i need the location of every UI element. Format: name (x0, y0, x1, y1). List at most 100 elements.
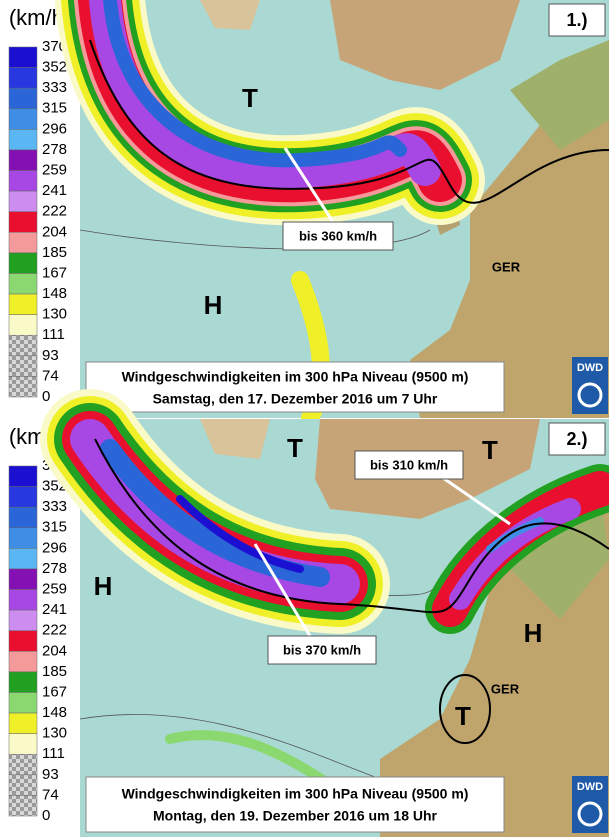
panel-label: 1.) (566, 10, 587, 30)
legend-label: 241 (42, 601, 67, 618)
low-pressure: T (482, 435, 498, 465)
legend-label: 296 (42, 539, 67, 556)
legend-swatch (8, 651, 38, 673)
legend-label: 204 (42, 223, 67, 240)
legend-swatch (8, 273, 38, 295)
logo-text: DWD (577, 781, 603, 793)
legend-swatch (8, 108, 38, 130)
legend-label: 0 (42, 388, 50, 405)
legend-label: 204 (42, 642, 67, 659)
low-pressure: T (242, 83, 258, 113)
caption: Windgeschwindigkeiten im 300 hPa Niveau … (122, 369, 469, 385)
legend-swatch (8, 568, 38, 590)
legend-swatch (8, 548, 38, 570)
legend-label: 278 (42, 141, 67, 158)
legend-label: 185 (42, 663, 67, 680)
legend-swatch (8, 733, 38, 755)
caption-box (85, 776, 505, 833)
high-pressure: H (524, 618, 543, 648)
legend-label: 241 (42, 182, 67, 199)
legend-label: 111 (42, 326, 65, 343)
logo-text: DWD (577, 362, 603, 374)
isobar (79, 229, 431, 250)
caption-box (85, 361, 505, 413)
legend-swatch (8, 87, 38, 110)
legend-swatch (8, 355, 38, 377)
legend-label: 259 (42, 161, 67, 178)
arrow (283, 147, 337, 226)
legend-label: 352 (42, 59, 67, 76)
legend-swatch (8, 527, 38, 549)
panel-label-box (548, 3, 606, 37)
logo-icon (577, 382, 603, 408)
land (200, 419, 270, 459)
isobar (79, 714, 381, 780)
legend-label: 0 (42, 807, 50, 824)
legend-swatch (8, 506, 38, 529)
legend-label: 296 (42, 120, 67, 137)
jet-band (176, 495, 304, 573)
legend-label: 167 (42, 264, 67, 281)
legend-swatch (8, 252, 38, 274)
legend-label: 315 (42, 100, 67, 117)
annotation-box (282, 221, 394, 251)
legend-swatch (8, 334, 38, 357)
caption: Windgeschwindigkeiten im 300 hPa Niveau … (122, 786, 469, 802)
panel: (km/h)3703523333152962782592412222041851… (0, 0, 609, 427)
legend-swatch (8, 190, 38, 212)
legend-label: 148 (42, 285, 67, 302)
legend-swatch (8, 232, 38, 254)
scandinavia (510, 40, 609, 150)
legend-label: 315 (42, 519, 67, 536)
jet-band (449, 498, 581, 610)
legend-swatch (8, 795, 38, 817)
legend-swatch (8, 211, 38, 233)
annotation-box (267, 635, 377, 665)
panel: (km/h)3703523333152962782592412222041851… (0, 389, 609, 837)
legend-label: 222 (42, 203, 67, 220)
legend-swatch (8, 486, 38, 508)
legend-swatch (8, 129, 38, 151)
legend-swatch (8, 630, 38, 652)
land (200, 0, 260, 30)
legend-label: 74 (42, 367, 59, 384)
arrow (253, 543, 312, 637)
jet-band (100, 439, 330, 587)
legend-label: 222 (42, 622, 67, 639)
high-pressure: H (204, 290, 223, 320)
caption: Montag, den 19. Dezember 2016 um 18 Uhr (153, 808, 438, 824)
legend-swatch (8, 671, 38, 693)
country-label: GER (491, 681, 520, 696)
legend-label: 130 (42, 725, 67, 742)
legend-label: 278 (42, 560, 67, 577)
annotation-box (354, 450, 464, 480)
europe (410, 60, 609, 418)
low-pressure: T (287, 433, 303, 463)
legend-label: 111 (42, 745, 65, 762)
legend-label: 148 (42, 704, 67, 721)
contour (89, 39, 609, 204)
legend-swatch (8, 465, 38, 487)
legend-label: 93 (42, 347, 59, 364)
legend-label: 130 (42, 306, 67, 323)
legend-label: 333 (42, 498, 67, 515)
legend-swatch (8, 170, 38, 192)
contour (94, 438, 609, 614)
legend-swatch (8, 293, 38, 315)
legend-swatch (8, 712, 38, 734)
panel-label-box (548, 422, 606, 456)
annotation: bis 360 km/h (299, 228, 377, 243)
legend-swatch (8, 314, 38, 336)
logo-icon (577, 801, 603, 827)
panel-label: 2.) (566, 429, 587, 449)
legend-swatch (8, 149, 38, 171)
legend-swatch (8, 753, 38, 776)
legend-swatch (8, 692, 38, 714)
country-label: GER (492, 259, 521, 274)
high-pressure: H (94, 571, 113, 601)
annotation: bis 370 km/h (283, 642, 361, 657)
legend-label: 74 (42, 786, 59, 803)
legend-label: 333 (42, 79, 67, 96)
legend-label: 185 (42, 244, 67, 261)
